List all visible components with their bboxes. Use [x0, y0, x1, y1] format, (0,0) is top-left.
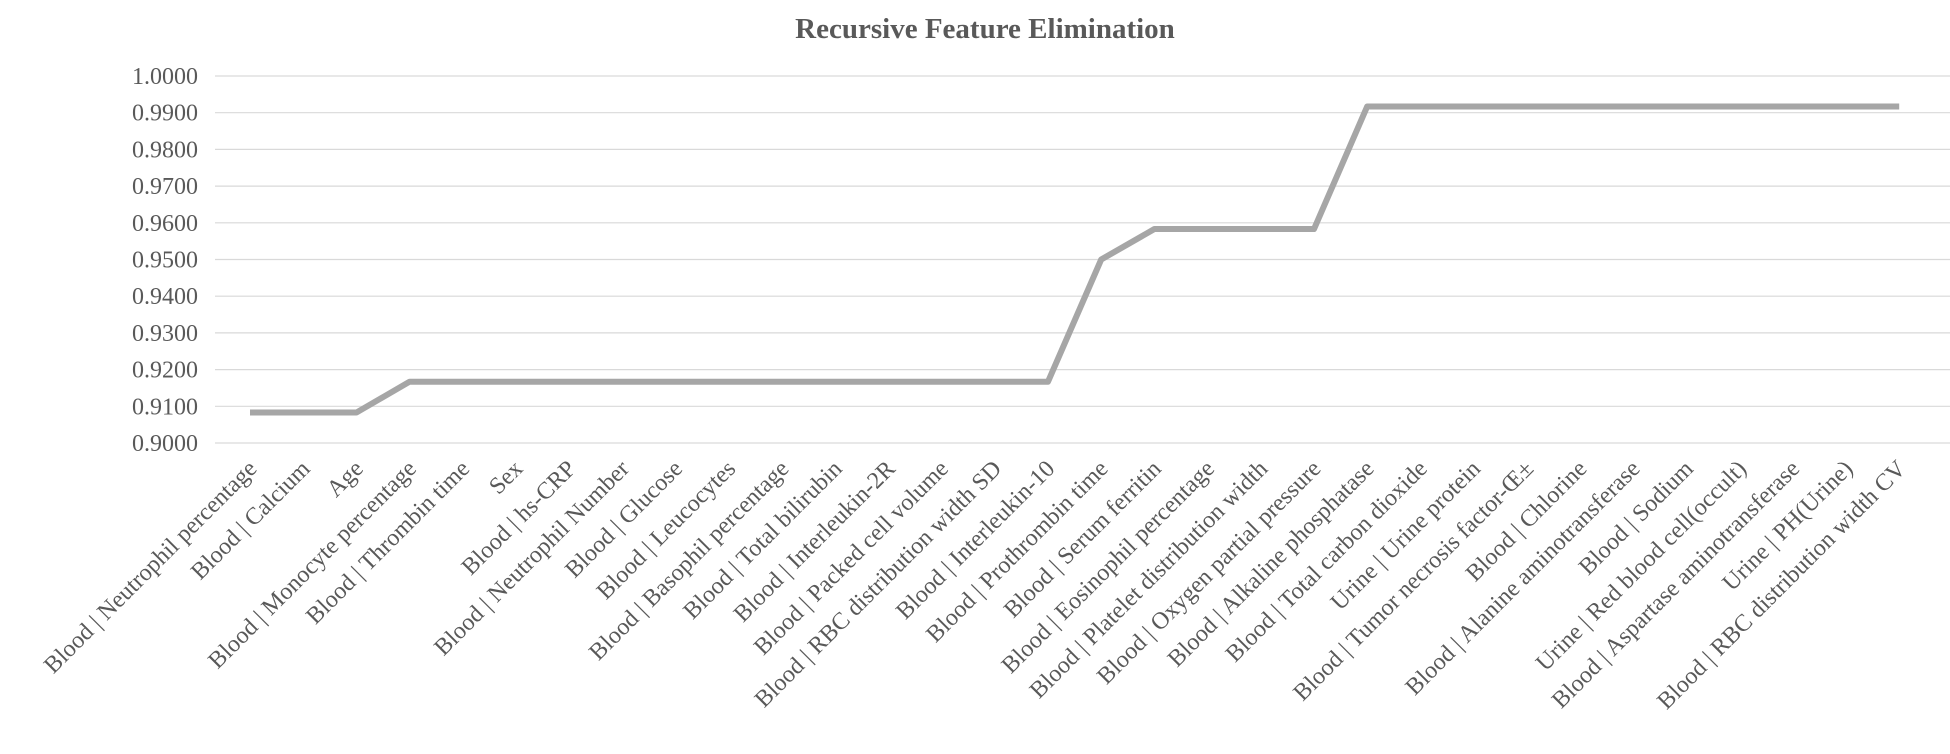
y-tick-label: 0.9900	[132, 101, 198, 127]
gridlines	[215, 75, 1950, 444]
y-tick-label: 0.9400	[132, 284, 198, 310]
series-line	[250, 103, 1900, 416]
y-tick-label: 0.9200	[132, 358, 198, 384]
y-tick-label: 0.9500	[132, 248, 198, 274]
chart-title: Recursive Feature Elimination	[795, 13, 1175, 45]
y-tick-label: 0.9100	[132, 394, 198, 420]
y-tick-label: 0.9800	[132, 137, 198, 163]
y-tick-label: 1.0000	[132, 64, 198, 90]
y-tick-label: 0.9300	[132, 321, 198, 347]
y-tick-label: 0.9000	[132, 431, 198, 457]
y-tick-label: 0.9600	[132, 211, 198, 237]
x-category-label: Age	[322, 456, 369, 503]
series-layer	[250, 103, 1900, 416]
y-tick-label: 0.9700	[132, 174, 198, 200]
y-axis-ticks: 0.9000 0.9100 0.9200 0.9300 0.9400 0.9500 0.96…	[132, 64, 198, 457]
x-category-label: Sex	[484, 456, 528, 500]
